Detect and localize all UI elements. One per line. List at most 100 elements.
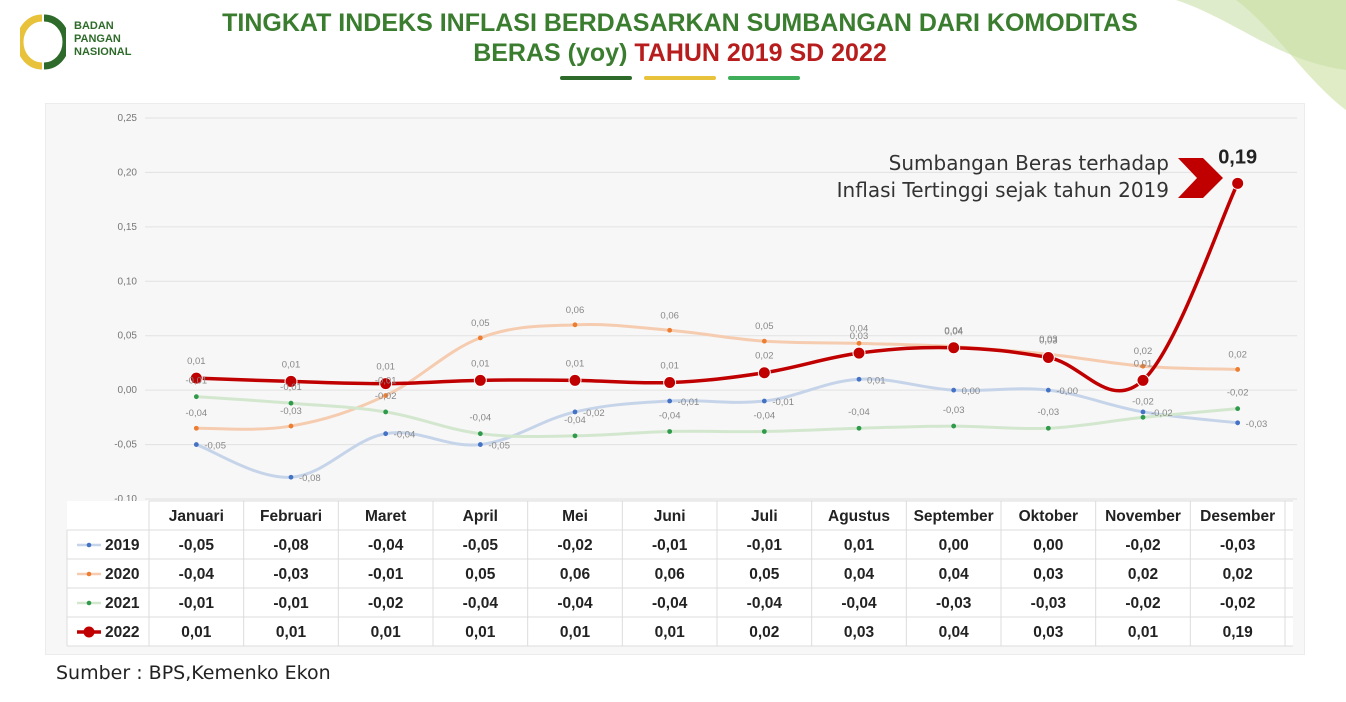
data-label-2020: -0,04 [186, 408, 208, 419]
data-point-2019 [1045, 387, 1051, 393]
series-line-2021 [194, 395, 1240, 439]
table-cell: -0,05 [179, 537, 215, 554]
data-point-2022 [568, 373, 582, 387]
data-point-2019 [1140, 409, 1146, 415]
data-label-2019: 0,01 [867, 375, 886, 386]
series-line-2020 [194, 323, 1240, 431]
data-labels-2020: -0,04 -0,03-0,010,050,06 0,060,05 0,04 0,040… [186, 305, 1247, 419]
data-labels-2019: -0,05 -0,08 -0,04 -0,05 -0,02 -0,01 -0,01 0,01 0… [204, 375, 1267, 484]
data-table-bg [67, 501, 1293, 646]
y-tick-label: 0,20 [118, 167, 138, 178]
table-header-cell: Agustus [828, 508, 890, 525]
data-label-2020: 0,04 [944, 327, 963, 338]
data-point-2022 [947, 341, 961, 355]
table-cell: -0,01 [273, 595, 309, 612]
table-cell: -0,05 [463, 537, 499, 554]
table-cell: -0,04 [841, 595, 877, 612]
data-label-2020: 0,02 [1134, 346, 1153, 357]
table-cell: 0,01 [465, 624, 496, 641]
table-row: 2019 -0,05 -0,08 -0,04 -0,05 -0,02 -0,01 -0,01 0… [77, 537, 1256, 554]
data-point-2021 [288, 400, 294, 406]
data-label-2019: -0,04 [394, 430, 416, 441]
data-point-2021 [856, 425, 862, 431]
table-header-cell: Juli [751, 508, 778, 525]
data-label-2022: 0,01 [282, 359, 301, 370]
data-label-2019: -0,03 [1246, 419, 1268, 430]
table-cell: 0,01 [560, 624, 591, 641]
data-point-2019 [383, 431, 389, 437]
data-label-2022: 0,03 [1039, 335, 1058, 346]
legend-marker-2020 [86, 571, 92, 577]
underline-bar-green [560, 76, 632, 80]
data-label-2020: 0,05 [471, 318, 490, 329]
data-point-2020 [288, 423, 294, 429]
title-line-1: TINGKAT INDEKS INFLASI BERDASARKAN SUMBA… [222, 9, 1138, 37]
table-cell: -0,02 [1125, 595, 1160, 612]
legend-label-2019: 2019 [105, 537, 140, 554]
table-cell: 0,19 [1223, 624, 1254, 641]
data-label-2019: -0,08 [299, 473, 321, 484]
table-cell: -0,02 [1125, 537, 1160, 554]
underline-bar-lightgreen [728, 76, 800, 80]
annotation-line-1: Sumbangan Beras terhadap [889, 151, 1169, 175]
data-label-2020: 0,06 [566, 305, 585, 316]
data-label-2022: 0,01 [660, 361, 679, 372]
table-cell: 0,05 [749, 566, 780, 583]
data-point-2019 [951, 387, 957, 393]
data-point-2019 [288, 474, 294, 480]
data-label-2021: -0,04 [659, 411, 681, 422]
data-point-2021 [667, 429, 673, 434]
table-cell: 0,04 [844, 566, 875, 583]
table-cell: 0,00 [939, 537, 969, 554]
page-title: TINGKAT INDEKS INFLASI BERDASARKAN SUMBA… [150, 8, 1210, 68]
legend-label-2020: 2020 [105, 566, 139, 583]
data-point-2021 [1235, 406, 1241, 412]
table-cell: 0,00 [1033, 537, 1063, 554]
title-line-2-red: TAHUN 2019 SD 2022 [634, 39, 887, 67]
table-cell: -0,04 [179, 566, 215, 583]
table-cell: -0,02 [368, 595, 403, 612]
data-point-2021 [383, 409, 389, 415]
data-label-2020: -0,03 [280, 406, 302, 417]
table-cell: 0,02 [1223, 566, 1253, 583]
data-label-2022: 0,02 [755, 351, 774, 362]
data-point-2022 [852, 346, 866, 360]
data-point-2022 [473, 373, 487, 387]
table-header-cell: Mei [562, 508, 588, 525]
table-cell: 0,03 [1033, 624, 1064, 641]
data-labels-2021: -0,01-0,01-0,02-0,04 -0,04 -0,04 -0,04 -0,04… [186, 376, 1249, 426]
table-cell: 0,06 [560, 566, 591, 583]
data-label-2021: -0,01 [280, 382, 302, 393]
y-tick-label: -0,05 [114, 440, 137, 451]
decorative-wave [1176, 0, 1346, 110]
data-point-2019 [1235, 420, 1241, 426]
data-label-2022: 0,01 [471, 358, 490, 369]
data-label-2019: 0,00 [962, 386, 981, 397]
data-point-2022 [379, 377, 393, 391]
legend-key-2020 [77, 571, 101, 577]
table-header-cell: Juni [654, 508, 686, 525]
title-line-2-green: BERAS (yoy) [473, 39, 628, 67]
table-cell: -0,03 [936, 595, 972, 612]
data-label-2021: -0,04 [564, 415, 586, 426]
table-cell: -0,03 [1031, 595, 1067, 612]
y-tick-label: 0,10 [118, 276, 138, 287]
data-point-2022 [284, 374, 298, 388]
table-cell: 0,01 [371, 624, 402, 641]
table-cell: 0,01 [181, 624, 212, 641]
title-underline-bars [560, 76, 800, 82]
y-tick-label: 0,00 [118, 385, 138, 396]
legend-marker-2021 [86, 600, 92, 606]
data-point-2021 [572, 433, 578, 439]
source-note: Sumber : BPS,Kemenko Ekon [56, 662, 331, 684]
table-cell: -0,03 [1220, 537, 1256, 554]
logo-text: BADAN PANGAN NASIONAL [74, 20, 132, 58]
data-point-2020 [667, 327, 673, 333]
table-cell: 0,01 [655, 624, 686, 641]
data-point-2020 [1140, 363, 1146, 369]
data-label-2020: 0,02 [1228, 349, 1247, 360]
data-point-2020 [761, 338, 767, 344]
data-label-2021: -0,04 [470, 413, 492, 424]
annotation-arrow-icon [1178, 158, 1223, 198]
data-label-2021: -0,03 [1038, 407, 1060, 418]
